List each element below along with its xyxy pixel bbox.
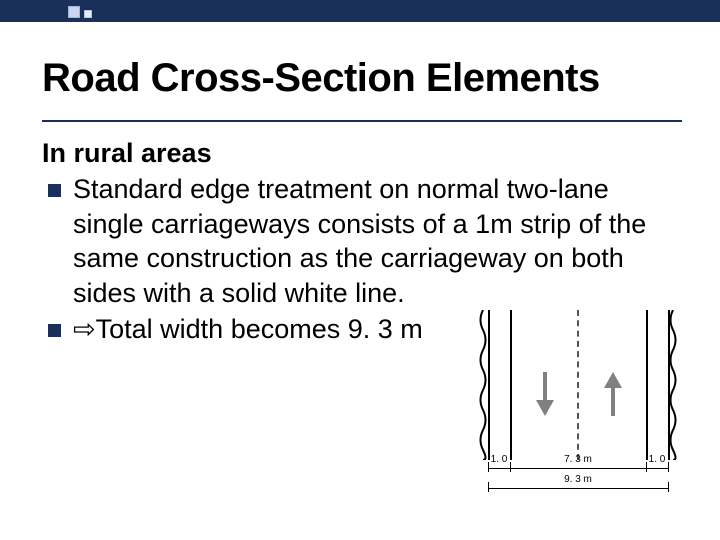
edge-line-left: [510, 310, 512, 460]
dim-line: [646, 468, 668, 469]
title-underline: [42, 120, 682, 122]
slide-title: Road Cross-Section Elements: [42, 56, 600, 101]
dim-tick: [488, 482, 489, 492]
square-bullet-icon: [48, 184, 61, 197]
dim-label: 1. 0: [484, 454, 514, 465]
strip-outer-right: [668, 310, 670, 460]
subtitle: In rural areas: [42, 138, 212, 169]
slide: Road Cross-Section Elements In rural are…: [0, 0, 720, 540]
edge-line-right: [646, 310, 648, 460]
dim-line: [488, 488, 668, 489]
right-arrow-icon: ⇨: [73, 314, 96, 344]
decor-square-large: [68, 6, 80, 18]
verge-left: [478, 310, 488, 460]
strip-outer-left: [488, 310, 490, 460]
decor-square-small: [84, 10, 92, 18]
dim-tick: [668, 482, 669, 492]
dim-label: 9. 3 m: [558, 474, 598, 485]
square-bullet-icon: [48, 324, 61, 337]
lane-arrow-down-icon: [536, 372, 554, 416]
road-diagram: 1. 0 7. 3 m 1. 0 9. 3 m: [478, 310, 678, 510]
dim-label: 1. 0: [642, 454, 672, 465]
lane-arrow-up-icon: [604, 372, 622, 416]
dim-line: [510, 468, 646, 469]
dim-label: 7. 3 m: [558, 454, 598, 465]
dimension-row-2: 9. 3 m: [478, 486, 678, 502]
center-dash-line: [577, 310, 579, 460]
top-accent-bar: [0, 0, 720, 22]
bullet-text: Standard edge treatment on normal two-la…: [73, 172, 678, 310]
road-plan-area: [478, 310, 678, 460]
bullet-text-inner: Total width becomes 9. 3 m: [96, 314, 423, 344]
dim-line: [488, 468, 510, 469]
bullet-item: Standard edge treatment on normal two-la…: [42, 172, 678, 310]
